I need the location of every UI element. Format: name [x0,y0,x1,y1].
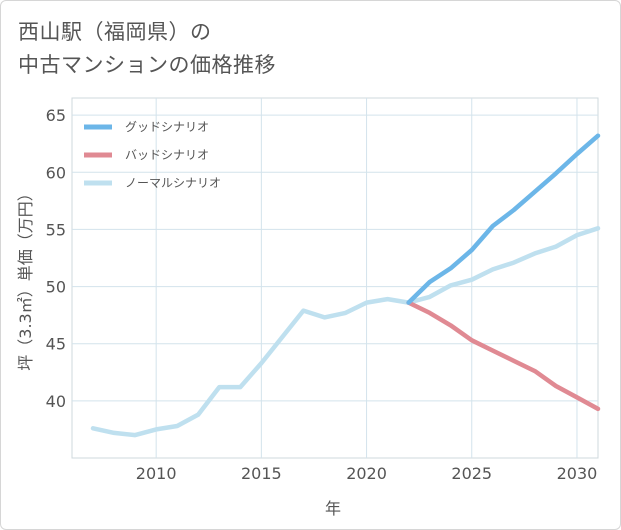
title-line-2: 中古マンションの価格推移 [18,53,276,77]
series-lines [90,133,601,438]
series-line-1 [406,133,601,305]
x-axis-label: 年 [325,499,341,518]
series-line-2 [406,300,601,412]
plot-area [71,97,599,459]
title-line-1: 西山駅（福岡県）の [18,20,212,44]
legend-label: バッドシナリオ [125,148,209,162]
y-tick-label: 65 [46,106,66,125]
x-tick-labels: 2010 2015 2020 2025 2030 [136,464,598,483]
y-tick-labels: 40 45 50 55 60 65 [46,106,66,411]
y-axis-label: 坪（3.3㎡）単価（万円） [16,185,35,370]
y-tick-label: 50 [46,278,66,297]
chart-title: 西山駅（福岡県）の 中古マンションの価格推移 [18,16,276,82]
series-line-3 [90,226,601,438]
x-tick-label: 2015 [241,464,282,483]
y-tick-label: 45 [46,335,66,354]
legend-label: グッドシナリオ [125,120,209,134]
x-tick-label: 2030 [557,464,598,483]
y-tick-label: 60 [46,163,66,182]
x-tick-label: 2025 [451,464,492,483]
y-tick-label: 40 [46,392,66,411]
legend-label: ノーマルシナリオ [125,176,221,190]
y-tick-label: 55 [46,220,66,239]
x-tick-label: 2010 [136,464,177,483]
x-tick-label: 2020 [346,464,387,483]
